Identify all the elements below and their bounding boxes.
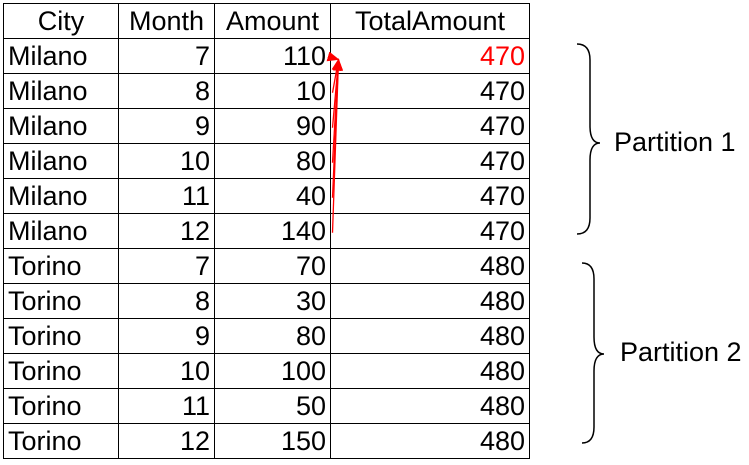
cell-city: Torino [3, 388, 119, 424]
cell-city: Torino [3, 248, 119, 284]
cell-total-amount: 470 [330, 143, 530, 179]
partition-brace-1 [576, 43, 601, 235]
cell-total-amount: 480 [330, 318, 530, 354]
table-row: Torino 9 80 480 [3, 318, 530, 354]
cell-amount: 150 [214, 423, 331, 459]
cell-amount: 80 [214, 318, 331, 354]
cell-month: 8 [118, 73, 215, 109]
cell-city: Milano [3, 213, 119, 249]
cell-month: 10 [118, 353, 215, 389]
partition-brace-2 [581, 262, 605, 444]
table-row: Milano 9 90 470 [3, 108, 530, 144]
partition-table: City Month Amount TotalAmount Milano 7 110… [3, 3, 530, 459]
cell-month: 8 [118, 283, 215, 319]
table-row: Milano 10 80 470 [3, 143, 530, 179]
cell-amount: 10 [214, 73, 331, 109]
cell-month: 9 [118, 318, 215, 354]
cell-month: 12 [118, 213, 215, 249]
cell-amount: 70 [214, 248, 331, 284]
cell-total-amount: 480 [330, 248, 530, 284]
cell-month: 9 [118, 108, 215, 144]
cell-city: Torino [3, 283, 119, 319]
cell-city: Torino [3, 423, 119, 459]
cell-amount: 140 [214, 213, 331, 249]
cell-city: Milano [3, 178, 119, 214]
cell-month: 10 [118, 143, 215, 179]
cell-total-amount: 470 [330, 73, 530, 109]
table-row: Torino 12 150 480 [3, 423, 530, 459]
cell-month: 11 [118, 388, 215, 424]
cell-amount: 80 [214, 143, 331, 179]
cell-city: Milano [3, 73, 119, 109]
header-total-amount: TotalAmount [330, 3, 530, 39]
cell-month: 7 [118, 38, 215, 74]
cell-total-amount: 480 [330, 423, 530, 459]
cell-city: Milano [3, 108, 119, 144]
cell-amount: 110 [214, 38, 331, 74]
cell-month: 12 [118, 423, 215, 459]
cell-city: Torino [3, 353, 119, 389]
cell-amount: 30 [214, 283, 331, 319]
header-amount: Amount [214, 3, 331, 39]
cell-total-amount: 480 [330, 283, 530, 319]
cell-amount: 40 [214, 178, 331, 214]
table-row: Milano 12 140 470 [3, 213, 530, 249]
cell-city: Milano [3, 143, 119, 179]
cell-total-amount: 470 [330, 38, 530, 74]
table-row: Torino 7 70 480 [3, 248, 530, 284]
cell-amount: 50 [214, 388, 331, 424]
table-body: Milano 7 110 470 Milano 8 10 470 Milano 9 90 470 Mil… [3, 38, 530, 459]
table-header-row: City Month Amount TotalAmount [3, 3, 530, 39]
table-row: Torino 10 100 480 [3, 353, 530, 389]
header-month: Month [118, 3, 215, 39]
cell-total-amount: 480 [330, 388, 530, 424]
header-city: City [3, 3, 119, 39]
table-row: Torino 8 30 480 [3, 283, 530, 319]
table-row: Torino 11 50 480 [3, 388, 530, 424]
cell-total-amount: 470 [330, 178, 530, 214]
table-row: Milano 11 40 470 [3, 178, 530, 214]
cell-amount: 100 [214, 353, 331, 389]
table-row: Milano 7 110 470 [3, 38, 530, 74]
cell-month: 7 [118, 248, 215, 284]
cell-city: Torino [3, 318, 119, 354]
partition-label-2: Partition 2 [620, 337, 742, 367]
cell-total-amount: 470 [330, 108, 530, 144]
table-row: Milano 8 10 470 [3, 73, 530, 109]
cell-month: 11 [118, 178, 215, 214]
cell-total-amount: 470 [330, 213, 530, 249]
cell-total-amount: 480 [330, 353, 530, 389]
cell-city: Milano [3, 38, 119, 74]
partition-label-1: Partition 1 [614, 127, 736, 157]
cell-amount: 90 [214, 108, 331, 144]
